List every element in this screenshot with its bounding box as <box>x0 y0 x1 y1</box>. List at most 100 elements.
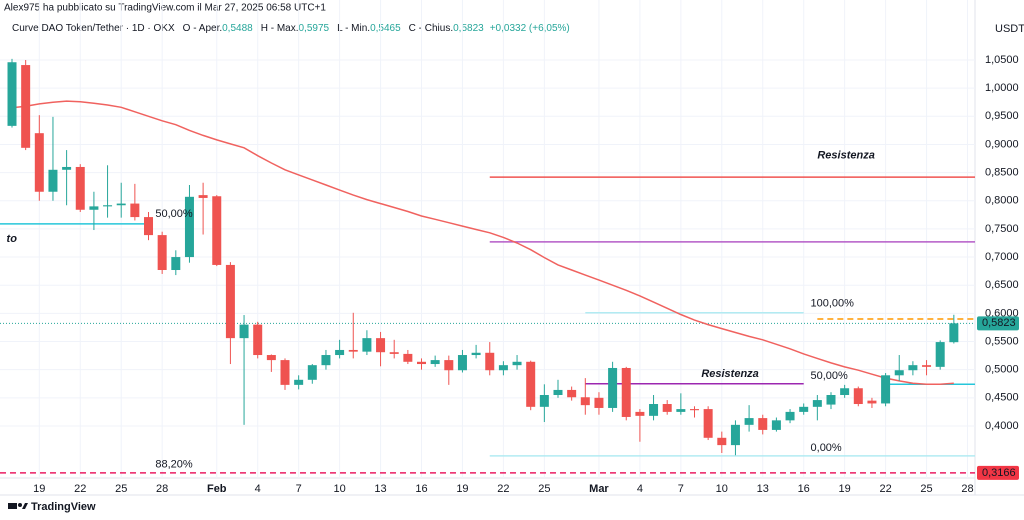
candle-body <box>922 365 932 367</box>
currency: USDT <box>995 23 1024 35</box>
candle-body <box>239 324 249 339</box>
candle-body <box>949 323 959 343</box>
annotation: 88,20% <box>155 459 193 471</box>
x-tick-label: 19 <box>456 483 468 495</box>
ohlc-value: 0,5975 <box>299 23 330 34</box>
y-tick-label: 0,5500 <box>985 335 1019 347</box>
x-tick-label: 19 <box>33 483 45 495</box>
x-tick-label: Feb <box>207 483 227 495</box>
ohlc-label: C - Chius. <box>409 23 453 34</box>
candle-body <box>48 169 58 192</box>
candle-body <box>567 389 577 398</box>
candle-body <box>430 360 440 365</box>
candle-body <box>621 367 631 417</box>
x-tick-label: 7 <box>296 483 302 495</box>
candle-body <box>130 203 140 218</box>
y-tick-label: 1,0500 <box>985 54 1019 66</box>
x-tick-label: 22 <box>497 483 509 495</box>
symbol: Curve DAO Token/Tether · 1D · OKX <box>12 23 175 34</box>
y-tick-label: 0,7000 <box>985 251 1019 263</box>
candle-body <box>457 355 467 371</box>
candle-body <box>935 342 945 367</box>
candle-body <box>362 338 372 352</box>
annotation: to <box>7 233 18 245</box>
annotation: Resistenza <box>701 368 758 380</box>
x-tick-label: 25 <box>115 483 127 495</box>
candle-body <box>758 418 768 430</box>
candle-body <box>7 62 17 126</box>
candle-body <box>471 352 481 356</box>
candle-body <box>703 409 713 438</box>
candle-body <box>62 166 72 170</box>
candle-body <box>594 397 604 408</box>
candle-body <box>799 406 809 412</box>
candle-body <box>403 353 413 362</box>
candle-body <box>744 418 754 425</box>
x-tick-label: 10 <box>716 483 728 495</box>
candle-body <box>89 206 99 210</box>
candle-body <box>730 424 740 446</box>
candle-body <box>853 388 863 405</box>
price-box-label: 0,3166 <box>982 467 1016 479</box>
brand: TradingView <box>31 501 96 513</box>
candle-body <box>321 355 331 366</box>
candle-body <box>485 352 495 371</box>
candle-body <box>212 196 222 265</box>
candle-body <box>689 409 699 411</box>
annotation: 50,00% <box>811 370 849 382</box>
y-tick-label: 0,7500 <box>985 223 1019 235</box>
y-tick-label: 0,8500 <box>985 167 1019 179</box>
x-tick-label: Mar <box>589 483 609 495</box>
candle-body <box>417 361 427 365</box>
x-tick-label: 16 <box>798 483 810 495</box>
ohlc-label: H - Max. <box>261 23 299 34</box>
x-tick-label: 16 <box>415 483 427 495</box>
candle-body <box>376 338 386 353</box>
y-tick-label: 0,9000 <box>985 138 1019 150</box>
price-box <box>977 465 1019 480</box>
annotation: 100,00% <box>811 298 855 310</box>
candle-body <box>253 324 263 356</box>
candle-body <box>676 409 686 412</box>
candle-body <box>826 395 836 405</box>
candle-body <box>881 375 891 404</box>
candle-body <box>103 205 113 207</box>
candle-body <box>608 367 618 408</box>
annotation: 0,00% <box>811 442 842 454</box>
candle-body <box>526 361 536 407</box>
candle-body <box>717 437 727 446</box>
y-tick-label: 1,0000 <box>985 82 1019 94</box>
x-tick-label: 4 <box>637 483 643 495</box>
candle-body <box>184 196 194 258</box>
x-tick-label: 22 <box>879 483 891 495</box>
candle-body <box>225 264 235 339</box>
author-line: Alex975 ha pubblicato su TradingView.com… <box>4 3 326 14</box>
candle-body <box>266 355 276 361</box>
candle-body <box>771 420 781 430</box>
y-tick-label: 0,8000 <box>985 195 1019 207</box>
candle-body <box>908 365 918 371</box>
candle-body <box>553 389 563 396</box>
candle-body <box>649 404 659 416</box>
y-tick-label: 0,6500 <box>985 279 1019 291</box>
ohlc-value: 0,5823 <box>453 23 484 34</box>
y-tick-label: 0,6000 <box>985 307 1019 319</box>
annotation: Resistenza <box>817 150 874 162</box>
candle-body <box>662 404 672 412</box>
ohlc-value: 0,5488 <box>222 23 253 34</box>
candle-body <box>539 395 549 407</box>
y-tick-label: 0,4000 <box>985 420 1019 432</box>
x-tick-label: 25 <box>538 483 550 495</box>
change: +0,0332 (+6,05%) <box>490 23 570 34</box>
y-tick-label: 0,9500 <box>985 110 1019 122</box>
y-tick-label: 0,4500 <box>985 392 1019 404</box>
x-tick-label: 25 <box>920 483 932 495</box>
annotation: 50,00% <box>155 208 193 220</box>
legend-line: Curve DAO Token/Tether · 1D · OKX O - Ape… <box>12 23 570 34</box>
x-tick-label: 22 <box>74 483 86 495</box>
candle-body <box>171 257 181 271</box>
tv-logo <box>8 503 28 509</box>
candle-body <box>34 133 44 192</box>
